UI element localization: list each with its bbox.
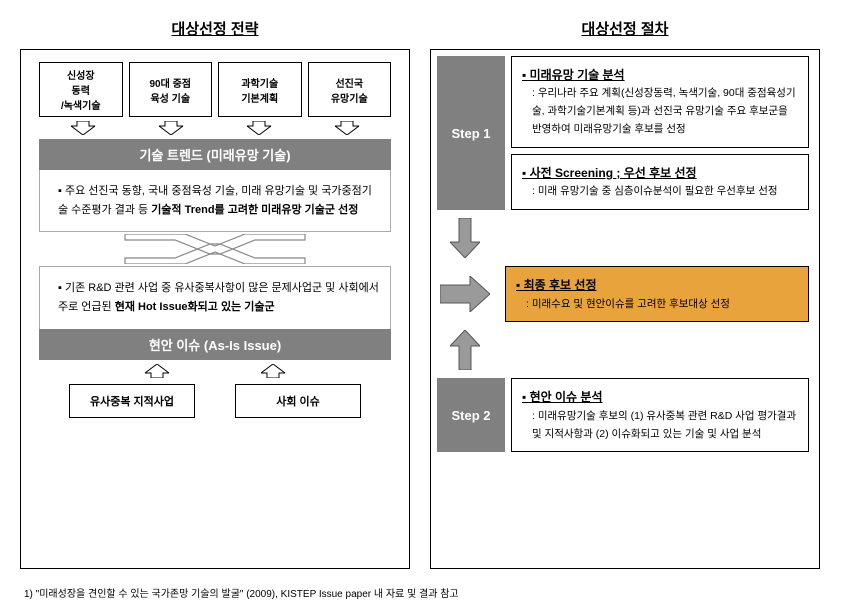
down-arrow-icon: [247, 121, 271, 135]
right-panel: Step 1 미래유망 기술 분석 : 우리나라 주요 계획(신성장동력, 녹색…: [430, 49, 820, 569]
up-arrow-icon: [261, 364, 285, 378]
converge-arrows-icon: [39, 234, 391, 264]
left-title: 대상선정 전략: [20, 18, 410, 39]
middle-box: 최종 후보 선정 : 미래수요 및 현안이슈를 고려한 후보대상 선정: [505, 266, 809, 322]
big-up-arrow-icon: [431, 330, 499, 370]
step2-box-desc: : 미래유망기술 후보의 (1) 유사중복 관련 R&D 사업 평가결과 및 지…: [522, 408, 798, 444]
bottom-box-0: 유사중복 지적사업: [69, 384, 195, 418]
big-right-arrow-icon: [431, 276, 499, 312]
right-title: 대상선정 절차: [430, 18, 820, 39]
step1-box1-title: 미래유망 기술 분석: [522, 65, 798, 85]
up-arrow-icon: [145, 364, 169, 378]
step1-label: Step 1: [437, 56, 505, 210]
step1-box2: 사전 Screening ; 우선 후보 선정 : 미래 유망기술 중 심층이슈…: [511, 154, 809, 210]
step2-box: 현안 이슈 분석 : 미래유망기술 후보의 (1) 유사중복 관련 R&D 사업…: [511, 378, 809, 452]
step2-label: Step 2: [437, 378, 505, 452]
band-bottom: 현안 이슈 (As-Is Issue): [39, 329, 391, 360]
down-arrow-icon: [159, 121, 183, 135]
step1-box1: 미래유망 기술 분석 : 우리나라 주요 계획(신성장동력, 녹색기술, 90대…: [511, 56, 809, 148]
top-box-1: 90대 중점육성 기술: [129, 62, 213, 117]
bottom-box-1: 사회 이슈: [235, 384, 361, 418]
up-arrows-row: [39, 364, 391, 378]
top-boxes-row: 신성장동력/녹색기술 90대 중점육성 기술 과학기술기본계획 선진국유망기술: [39, 62, 391, 117]
box-bottom-bold: 현재 Hot Issue화되고 있는 기술군: [115, 301, 275, 313]
down-arrows-row: [39, 121, 391, 135]
middle-box-desc: : 미래수요 및 현안이슈를 고려한 후보대상 선정: [516, 296, 798, 314]
top-box-0: 신성장동력/녹색기술: [39, 62, 123, 117]
step1-box1-desc: : 우리나라 주요 계획(신성장동력, 녹색기술, 90대 중점육성기술, 과학…: [522, 85, 798, 139]
step2-box-title: 현안 이슈 분석: [522, 387, 798, 407]
top-box-3: 선진국유망기술: [308, 62, 392, 117]
down-arrow-icon: [71, 121, 95, 135]
middle-box-title: 최종 후보 선정: [516, 275, 798, 295]
top-box-2: 과학기술기본계획: [218, 62, 302, 117]
content-box-top: 주요 선진국 동향, 국내 중점육성 기술, 미래 유망기술 및 국가중점기술 …: [39, 170, 391, 232]
step1-box2-desc: : 미래 유망기술 중 심층이슈분석이 필요한 우선후보 선정: [522, 183, 798, 201]
left-panel: 신성장동력/녹색기술 90대 중점육성 기술 과학기술기본계획 선진국유망기술 …: [20, 49, 410, 569]
step1-box2-title: 사전 Screening ; 우선 후보 선정: [522, 163, 798, 183]
content-box-bottom: 기존 R&D 관련 사업 중 유사중복사항이 많은 문제사업군 및 사회에서 주…: [39, 266, 391, 328]
footnote: 1) "미래성장을 견인할 수 있는 국가존망 기술의 발굴" (2009), …: [0, 579, 858, 606]
bottom-boxes-row: 유사중복 지적사업 사회 이슈: [39, 384, 391, 418]
big-down-arrow-icon: [431, 218, 499, 258]
box-top-bold: 기술적 Trend를 고려한 미래유망 기술군 선정: [151, 204, 358, 216]
down-arrow-icon: [335, 121, 359, 135]
band-top: 기술 트렌드 (미래유망 기술): [39, 139, 391, 170]
